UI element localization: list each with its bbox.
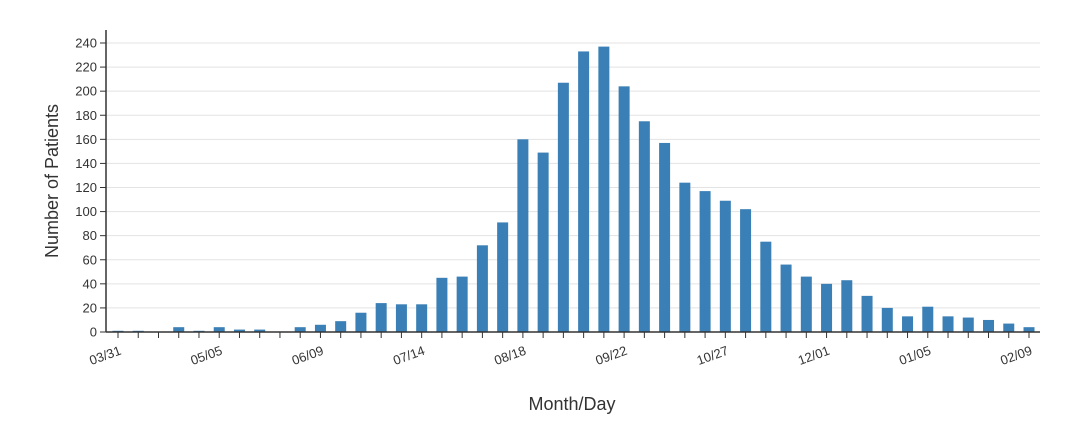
y-tick-label: 20: [83, 300, 97, 315]
y-tick-label: 120: [75, 180, 97, 195]
bar: [1003, 323, 1015, 332]
bar: [314, 324, 326, 332]
bar: [456, 276, 468, 332]
y-tick-label: 40: [83, 276, 97, 291]
bar: [233, 329, 245, 332]
bar: [962, 317, 974, 332]
y-tick-label: 140: [75, 156, 97, 171]
bar: [598, 46, 610, 333]
bar: [821, 283, 833, 332]
bar: [719, 200, 731, 332]
bar: [902, 316, 914, 332]
x-tick-label: 01/05: [897, 343, 933, 368]
bar: [436, 277, 448, 332]
bar: [395, 304, 407, 332]
bar: [476, 245, 488, 332]
bar: [497, 222, 509, 332]
bar: [983, 319, 995, 332]
bar: [375, 303, 387, 332]
x-tick-label: 06/09: [290, 343, 326, 368]
bar: [416, 304, 428, 332]
bar: [861, 295, 873, 332]
bar: [254, 329, 266, 332]
bar: [517, 139, 529, 332]
bar: [841, 280, 853, 332]
x-tick-label: 12/01: [796, 343, 832, 368]
y-tick-label: 200: [75, 84, 97, 99]
y-tick-label: 160: [75, 132, 97, 147]
x-tick-label: 09/22: [593, 343, 629, 368]
bar: [922, 306, 934, 332]
x-tick-label: 07/14: [391, 343, 427, 368]
bar: [294, 327, 306, 332]
y-tick-label: 60: [83, 252, 97, 267]
y-tick-label: 80: [83, 228, 97, 243]
bar: [780, 264, 792, 332]
bar: [213, 327, 225, 332]
y-tick-label: 240: [75, 36, 97, 51]
bar: [881, 307, 893, 332]
y-tick-label: 100: [75, 204, 97, 219]
x-tick-label: 08/18: [492, 343, 528, 368]
y-axis-title: Number of Patients: [42, 104, 62, 258]
bar: [760, 241, 772, 332]
x-tick-label: 05/05: [189, 343, 225, 368]
gridlines: [106, 42, 1040, 309]
y-tick-label: 220: [75, 60, 97, 75]
y-tick-label: 180: [75, 108, 97, 123]
bar: [537, 152, 549, 332]
bar: [800, 276, 812, 332]
x-tick-label: 02/09: [998, 343, 1034, 368]
axes: 0 20 40 60 80 100 120 140 160 180 200 220 240 03/31 05…: [75, 30, 1040, 368]
bars: [112, 46, 1035, 333]
y-tick-label: 0: [90, 325, 97, 340]
bar: [740, 209, 752, 332]
x-tick-label: 03/31: [87, 343, 123, 368]
bar: [942, 316, 954, 332]
bar: [699, 191, 711, 332]
bar: [578, 51, 590, 332]
bar: [638, 121, 650, 332]
bar: [335, 321, 347, 332]
x-axis-title: Month/Day: [528, 394, 615, 414]
bar: [679, 182, 691, 332]
x-tick-label: 10/27: [695, 343, 731, 368]
bar: [557, 82, 569, 332]
bar: [173, 327, 185, 332]
bar: [659, 142, 671, 332]
bar: [618, 86, 630, 332]
bar: [1023, 327, 1035, 332]
bar: [355, 312, 367, 332]
